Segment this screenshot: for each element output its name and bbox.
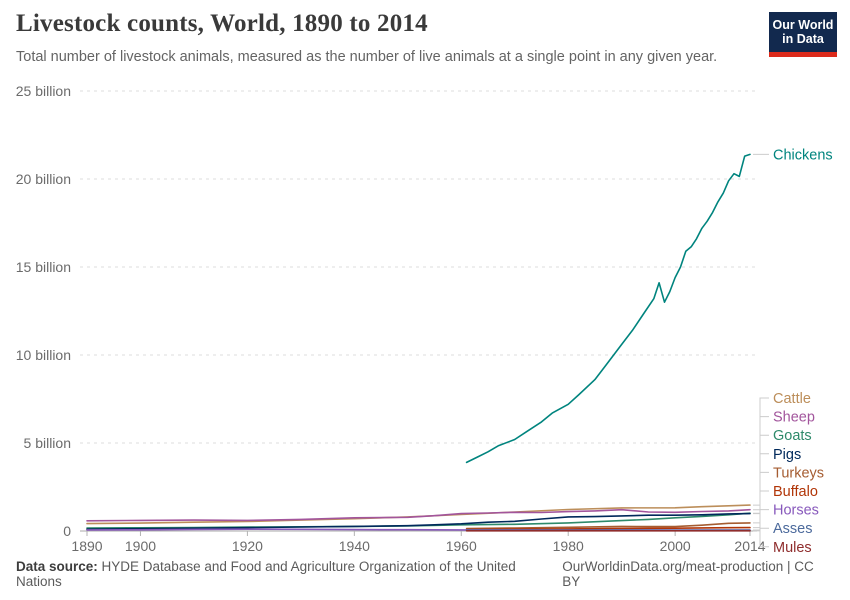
legend-label-cattle[interactable]: Cattle [773, 391, 811, 407]
series-line-chickens[interactable] [465, 153, 751, 464]
owid-logo-line1: Our World [772, 17, 834, 32]
legend-connector-pigs [753, 453, 769, 515]
y-axis-tick-label: 10 billion [16, 347, 71, 363]
x-axis-tick-label: 2014 [734, 538, 765, 554]
legend-connector-turkeys [753, 471, 769, 524]
legend-label-sheep[interactable]: Sheep [773, 410, 815, 426]
legend-label-turkeys[interactable]: Turkeys [773, 465, 824, 481]
chart-subtitle: Total number of livestock animals, measu… [16, 49, 718, 65]
legend-connector-cattle [753, 397, 769, 506]
legend-connector-goats [753, 434, 769, 514]
y-axis-tick-label: 20 billion [16, 171, 71, 187]
owid-logo-line2: in Data [782, 32, 824, 46]
data-source-label: Data source: [16, 559, 98, 574]
y-axis-tick-label: 25 billion [16, 83, 71, 99]
legend-connector-horses [753, 509, 769, 531]
x-axis-tick-label: 1920 [232, 538, 263, 554]
legend-connector-mules [753, 530, 769, 548]
series-line-cattle[interactable] [86, 504, 751, 525]
series-line-turkeys[interactable] [465, 522, 751, 530]
legend-label-goats[interactable]: Goats [773, 428, 812, 444]
legend-connector-asses [753, 527, 769, 531]
x-axis-tick-label: 1900 [125, 538, 156, 554]
x-axis-tick-label: 2000 [660, 538, 691, 554]
legend-label-asses[interactable]: Asses [773, 521, 813, 537]
owid-logo[interactable]: Our World in Data [769, 12, 837, 57]
y-axis-tick-label: 5 billion [24, 435, 71, 451]
data-source-note: Data source: HYDE Database and Food and … [16, 559, 562, 589]
x-axis-tick-label: 1940 [339, 538, 370, 554]
chart-footer: Data source: HYDE Database and Food and … [16, 559, 834, 589]
legend-label-horses[interactable]: Horses [773, 503, 819, 519]
x-axis-tick-label: 1980 [553, 538, 584, 554]
legend-connector-sheep [753, 416, 769, 511]
legend-label-pigs[interactable]: Pigs [773, 447, 801, 463]
chart-header: Livestock counts, World, 1890 to 2014 To… [16, 10, 750, 66]
data-source-text: HYDE Database and Food and Agriculture O… [16, 559, 516, 589]
y-axis-tick-label: 15 billion [16, 259, 71, 275]
legend-label-chickens[interactable]: Chickens [773, 147, 833, 163]
page-title: Livestock counts, World, 1890 to 2014 [16, 10, 428, 37]
legend-label-buffalo[interactable]: Buffalo [773, 484, 818, 500]
x-axis-tick-label: 1890 [71, 538, 102, 554]
x-axis-tick-label: 1960 [446, 538, 477, 554]
series-line-pigs[interactable] [86, 512, 751, 531]
y-axis-tick-label: 0 [63, 523, 71, 539]
owid-link[interactable]: OurWorldinData.org/meat-production | CC … [562, 559, 814, 589]
legend-label-mules[interactable]: Mules [773, 540, 812, 556]
series-line-sheep[interactable] [86, 508, 751, 522]
